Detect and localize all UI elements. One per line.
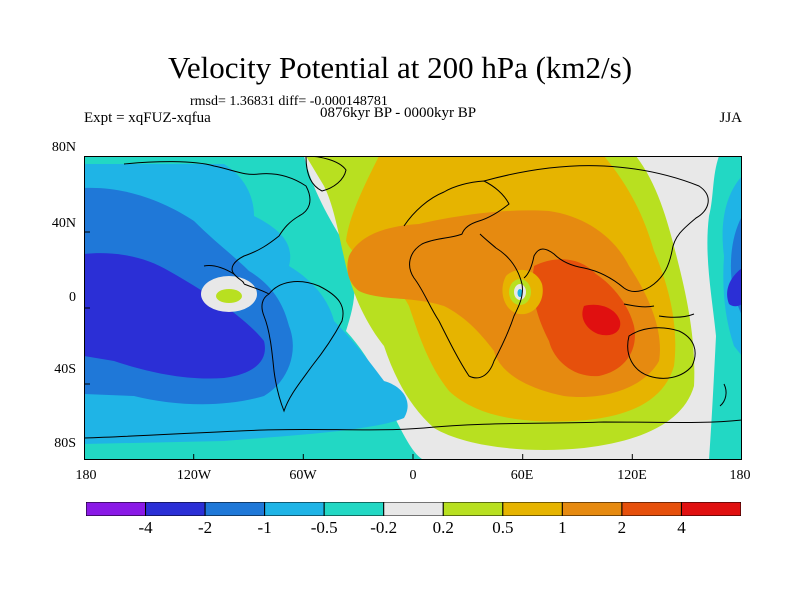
lat-tick-40n: 40N — [51, 216, 76, 231]
colorbar-swatch-0 — [86, 502, 147, 516]
australia-coast — [627, 327, 696, 379]
south-america-coast — [261, 281, 344, 413]
colorbar-swatch-3 — [264, 502, 325, 516]
colorbar-swatch-5 — [383, 502, 444, 516]
season-label: JJA — [719, 110, 742, 126]
lat-tick-80n: 80N — [51, 140, 76, 155]
coastlines — [84, 156, 742, 439]
plot-title: Velocity Potential at 200 hPa (km2/s) — [167, 50, 633, 85]
antarctica-coast — [84, 419, 742, 439]
north-america-coast — [123, 161, 311, 285]
colorbar-label-8: 2 — [617, 518, 627, 537]
colorbar-swatch-7 — [502, 502, 563, 516]
lat-tick-40s: 40S — [54, 362, 76, 377]
lon-tick-120e: 120E — [617, 468, 647, 483]
colorbar-swatch-1 — [145, 502, 206, 516]
colorbar-swatch-10 — [680, 502, 741, 516]
africa-low-core — [517, 289, 523, 297]
lon-tick-60w: 60W — [289, 468, 317, 483]
pos-contour-4 — [582, 304, 621, 336]
colorbar — [86, 502, 741, 516]
velocity-potential-map — [84, 156, 742, 460]
colorbar-label-0: -4 — [138, 518, 153, 537]
neg-contour-2 — [84, 253, 265, 379]
colorbar-swatch-4 — [323, 502, 385, 516]
colorbar-label-7: 1 — [558, 518, 567, 537]
colorbar-label-9: 4 — [677, 518, 686, 537]
lon-tick-0: 0 — [409, 468, 417, 483]
colorbar-swatch-6 — [442, 502, 504, 516]
pacific-positive-spot — [216, 289, 242, 303]
colorbar-label-2: -1 — [257, 518, 272, 537]
lon-tick-180w: 180 — [75, 468, 97, 483]
colorbar-label-3: -0.5 — [310, 518, 338, 537]
experiment-label: Expt = xqFUZ-xqfua — [84, 110, 211, 126]
colorbar-swatch-9 — [621, 502, 682, 516]
map-ticks — [84, 156, 633, 460]
new-zealand-coast — [719, 383, 727, 407]
lon-tick-60e: 60E — [510, 468, 534, 483]
colorbar-swatch-8 — [561, 502, 623, 516]
lon-tick-120w: 120W — [176, 468, 212, 483]
colorbar-label-1: -2 — [197, 518, 213, 537]
lat-tick-80s: 80S — [54, 436, 76, 451]
east-neg-2 — [727, 268, 742, 307]
lon-tick-180e: 180 — [729, 468, 751, 483]
lat-tick-0: 0 — [69, 290, 76, 305]
colorbar-label-4: -0.2 — [370, 518, 398, 537]
europe-africa-coast — [403, 180, 523, 379]
period-label: 0876kyr BP - 0000kyr BP — [320, 105, 477, 121]
colorbar-label-5: 0.2 — [432, 518, 454, 537]
rmsd-diff-label: rmsd= 1.36831 diff= -0.000148781 — [190, 94, 388, 109]
asia-coast — [483, 165, 709, 292]
greenland-coast — [305, 156, 347, 192]
colorbar-swatch-2 — [204, 502, 266, 516]
colorbar-label-6: 0.5 — [492, 518, 514, 537]
central-america-coast — [203, 265, 270, 295]
indonesia-islands — [623, 303, 695, 318]
